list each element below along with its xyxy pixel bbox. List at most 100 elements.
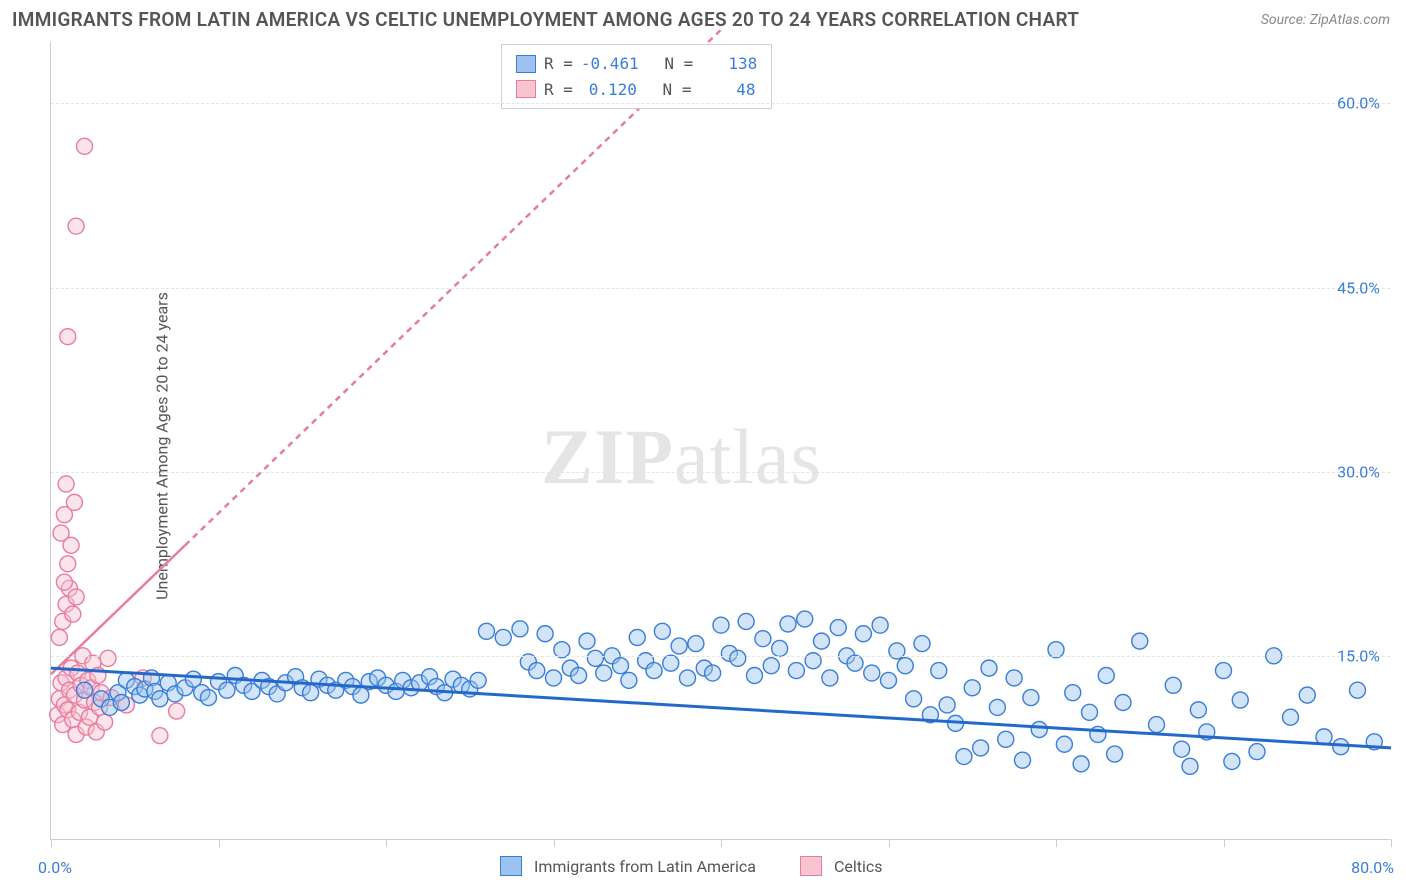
data-point xyxy=(613,658,629,674)
data-point xyxy=(1006,670,1022,686)
y-tick-label: 45.0% xyxy=(1337,278,1380,297)
data-point xyxy=(755,631,771,647)
data-point xyxy=(730,650,746,666)
data-point xyxy=(100,650,116,666)
data-point xyxy=(705,665,721,681)
data-point xyxy=(680,670,696,686)
data-point xyxy=(1299,687,1315,703)
x-tick xyxy=(889,839,890,847)
data-point xyxy=(1224,753,1240,769)
data-point xyxy=(1249,744,1265,760)
data-point xyxy=(671,638,687,654)
stats-r-label: R = xyxy=(544,51,573,77)
data-point xyxy=(688,636,704,652)
data-point xyxy=(814,633,830,649)
data-point xyxy=(881,672,897,688)
data-point xyxy=(1015,752,1031,768)
data-point xyxy=(470,672,486,688)
x-axis-max-label: 80.0% xyxy=(1351,858,1394,877)
x-tick xyxy=(51,839,52,847)
y-tick-label: 60.0% xyxy=(1337,94,1380,113)
data-point xyxy=(906,691,922,707)
data-point xyxy=(1031,722,1047,738)
data-point xyxy=(939,697,955,713)
data-point xyxy=(989,699,1005,715)
gridline xyxy=(51,656,1390,657)
gridline xyxy=(51,472,1390,473)
data-point xyxy=(747,667,763,683)
data-point xyxy=(77,138,93,154)
data-point xyxy=(60,329,76,345)
data-point xyxy=(855,626,871,642)
source-label: Source: ZipAtlas.com xyxy=(1261,12,1390,28)
data-point xyxy=(97,714,113,730)
data-point xyxy=(1232,692,1248,708)
legend-swatch-pink xyxy=(800,856,822,876)
x-tick xyxy=(1391,839,1392,847)
data-point xyxy=(964,680,980,696)
data-point xyxy=(546,670,562,686)
data-point xyxy=(1107,746,1123,762)
stats-n-pink: 48 xyxy=(699,77,755,103)
data-point xyxy=(998,731,1014,747)
data-point xyxy=(847,655,863,671)
data-point xyxy=(763,658,779,674)
data-point xyxy=(956,749,972,765)
data-point xyxy=(780,616,796,632)
data-point xyxy=(830,620,846,636)
data-point xyxy=(200,690,216,706)
data-point xyxy=(495,629,511,645)
plot-area: ZIPatlas R = -0.461 N = 138 R = 0.120 N … xyxy=(50,42,1390,840)
stats-n-label: N = xyxy=(663,77,692,103)
legend-label-blue: Immigrants from Latin America xyxy=(534,857,756,876)
x-axis-min-label: 0.0% xyxy=(38,858,72,877)
data-point xyxy=(529,663,545,679)
data-point xyxy=(1174,741,1190,757)
stats-row-blue: R = -0.461 N = 138 xyxy=(516,51,757,77)
data-point xyxy=(1056,736,1072,752)
gridline xyxy=(51,103,1390,104)
data-point xyxy=(579,633,595,649)
data-point xyxy=(629,629,645,645)
gridline xyxy=(51,288,1390,289)
data-point xyxy=(897,658,913,674)
data-point xyxy=(152,728,168,744)
stats-box: R = -0.461 N = 138 R = 0.120 N = 48 xyxy=(501,44,772,109)
data-point xyxy=(219,682,235,698)
data-point xyxy=(56,574,72,590)
data-point xyxy=(1283,709,1299,725)
data-point xyxy=(1082,704,1098,720)
stats-n-blue: 138 xyxy=(701,51,757,77)
y-tick-label: 30.0% xyxy=(1337,462,1380,481)
y-tick-label: 15.0% xyxy=(1337,646,1380,665)
stats-r-label: R = xyxy=(544,77,573,103)
data-point xyxy=(65,606,81,622)
data-point xyxy=(113,694,129,710)
data-point xyxy=(537,626,553,642)
data-point xyxy=(1023,690,1039,706)
legend-label-pink: Celtics xyxy=(834,857,883,876)
stats-r-blue: -0.461 xyxy=(581,51,639,77)
data-point xyxy=(596,665,612,681)
data-point xyxy=(1149,717,1165,733)
data-point xyxy=(1132,633,1148,649)
data-point xyxy=(68,589,84,605)
x-tick xyxy=(721,839,722,847)
data-point xyxy=(914,636,930,652)
data-point xyxy=(973,740,989,756)
data-point xyxy=(1350,682,1366,698)
data-point xyxy=(169,703,185,719)
data-point xyxy=(66,494,82,510)
data-point xyxy=(864,665,880,681)
data-point xyxy=(68,218,84,234)
data-point xyxy=(738,613,754,629)
data-point xyxy=(872,617,888,633)
stats-n-label: N = xyxy=(664,51,693,77)
stats-swatch-blue xyxy=(516,55,536,73)
data-point xyxy=(654,623,670,639)
x-tick xyxy=(1056,839,1057,847)
legend-swatch-blue xyxy=(500,856,522,876)
data-point xyxy=(931,663,947,679)
data-point xyxy=(646,663,662,679)
data-point xyxy=(1165,677,1181,693)
